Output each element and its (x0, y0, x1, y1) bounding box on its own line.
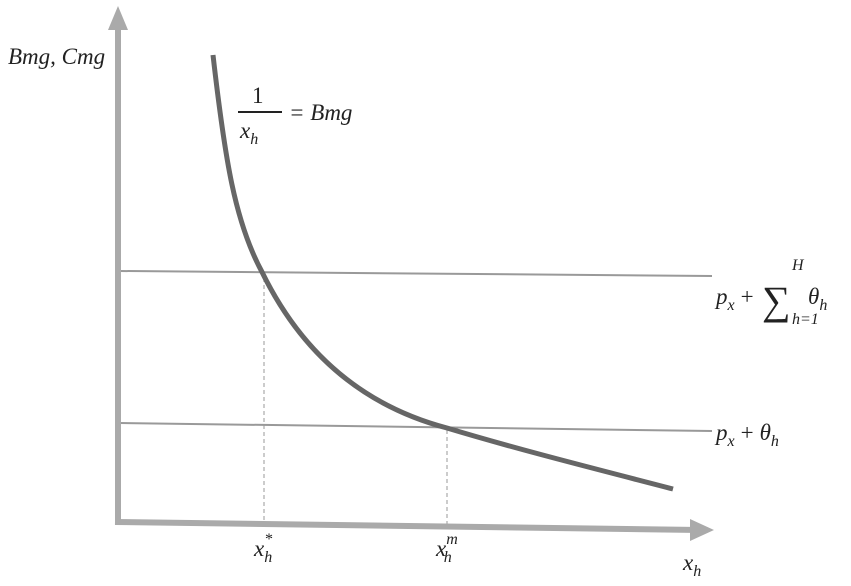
cost-line-upper (119, 270, 713, 277)
curve-label-rhs: = Bmg (289, 100, 352, 125)
p: p (714, 420, 728, 445)
theta-term: θh (808, 284, 827, 314)
tick-label: x* h (253, 531, 272, 566)
y-axis-arrow (108, 6, 128, 30)
sub: h (264, 549, 272, 566)
plus: + (741, 284, 754, 309)
x-axis-label: xh (682, 550, 701, 580)
y-axis-label: Bmg, Cmg (8, 44, 105, 69)
base: x (253, 536, 265, 561)
sub: h (819, 297, 827, 314)
benefit-curve (210, 54, 674, 492)
sub: h (444, 549, 452, 566)
curve-label-denominator: xh (239, 118, 258, 148)
sub: x (727, 297, 735, 314)
sum-sup: H (791, 257, 805, 274)
sum-sign: ∑ (762, 278, 791, 323)
p: p (714, 284, 728, 309)
sum-sub: h=1 (792, 311, 819, 328)
x-axis (114, 519, 701, 533)
sub: h (250, 131, 258, 148)
upper-line-label: px + (714, 284, 754, 314)
sub: x (727, 433, 735, 450)
sup: m (446, 531, 458, 548)
base: x (682, 550, 694, 575)
sub: h (693, 563, 701, 580)
curve-label-numerator: 1 (252, 83, 264, 108)
sup: * (264, 531, 272, 548)
x-axis-arrow (690, 519, 714, 541)
sub: h (771, 433, 779, 450)
theta: θ (760, 420, 771, 445)
cost-line-lower (119, 422, 713, 432)
base: x (239, 118, 251, 143)
plus: + (741, 420, 754, 445)
tick-label: xm h (435, 531, 458, 566)
theta: θ (808, 284, 819, 309)
lower-line-label: px + θh (714, 420, 779, 450)
base: x (435, 536, 447, 561)
